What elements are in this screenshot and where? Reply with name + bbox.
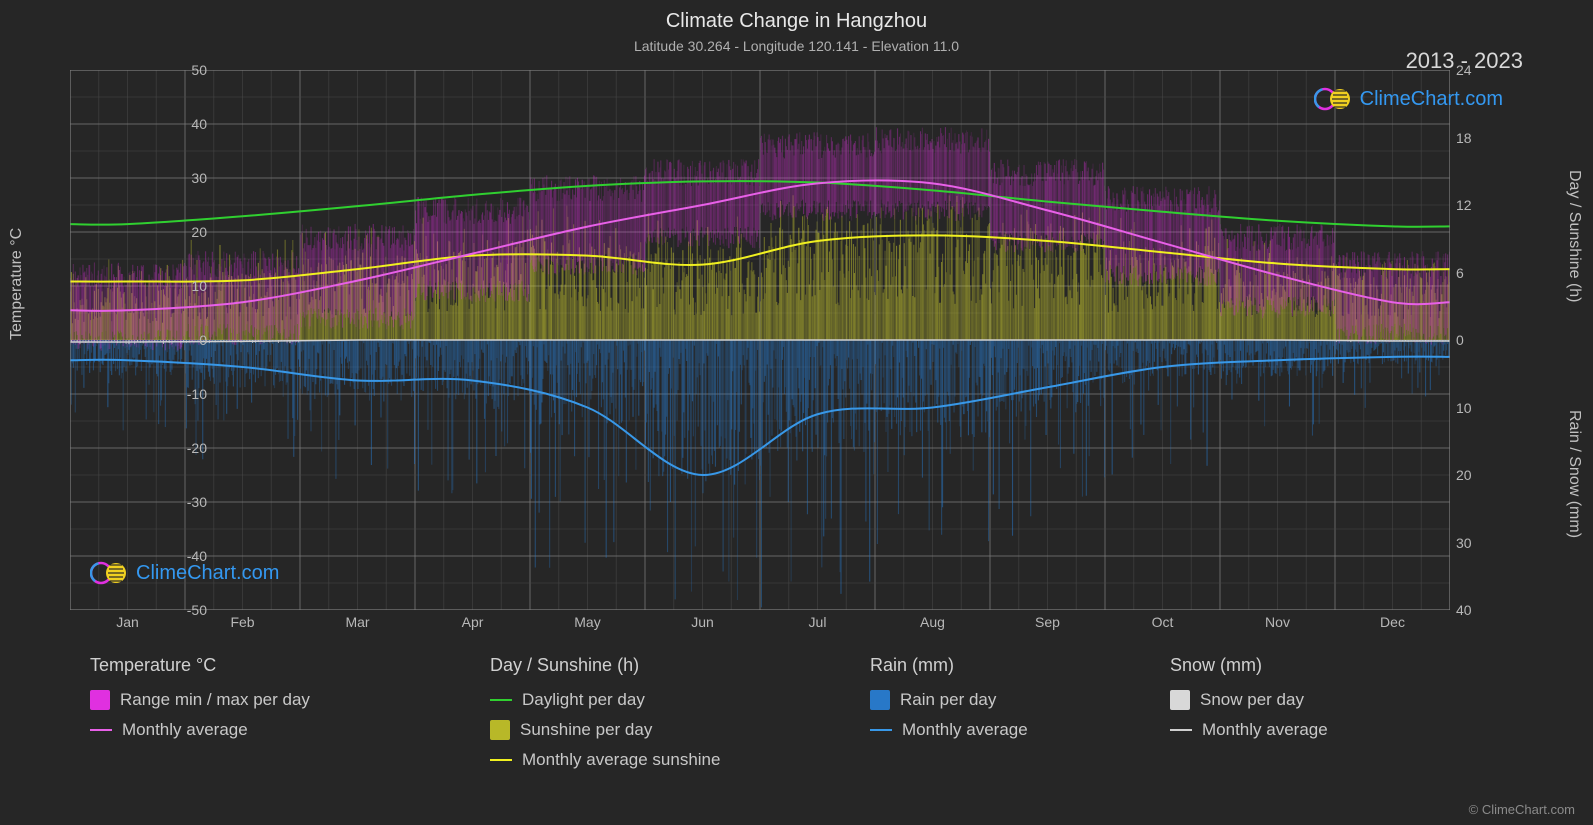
legend-swatch — [490, 699, 512, 701]
x-tick-month: Feb — [230, 614, 254, 630]
x-tick-month: Mar — [345, 614, 369, 630]
y-right-bottom-tick: 20 — [1456, 467, 1472, 483]
y-right-top-tick: 24 — [1456, 62, 1472, 78]
legend-item-label: Monthly average — [122, 720, 248, 740]
legend-column: Day / Sunshine (h) Daylight per day Sunshi… — [490, 655, 870, 770]
legend-swatch — [90, 690, 110, 710]
legend-column: Temperature °C Range min / max per day Mon… — [90, 655, 490, 770]
legend-swatch — [870, 729, 892, 731]
y-left-tick: 30 — [167, 170, 207, 186]
legend-column: Snow (mm) Snow per day Monthly average — [1170, 655, 1470, 770]
y-right-bottom-tick: 10 — [1456, 400, 1472, 416]
legend-swatch — [490, 720, 510, 740]
y-left-tick: 40 — [167, 116, 207, 132]
legend-item: Daylight per day — [490, 690, 870, 710]
x-tick-month: Dec — [1380, 614, 1405, 630]
legend-item: Monthly average sunshine — [490, 750, 870, 770]
brand-text: ClimeChart.com — [1360, 88, 1503, 111]
y-left-tick: 10 — [167, 278, 207, 294]
y-right-bottom-tick: 30 — [1456, 535, 1472, 551]
y-axis-right-top-label: Day / Sunshine (h) — [1565, 170, 1583, 303]
legend-item: Rain per day — [870, 690, 1170, 710]
y-left-tick: -10 — [167, 386, 207, 402]
y-right-top-tick: 12 — [1456, 197, 1472, 213]
logo-icon — [90, 560, 130, 586]
legend-item: Monthly average — [90, 720, 490, 740]
x-tick-month: May — [574, 614, 600, 630]
y-left-tick: -30 — [167, 494, 207, 510]
legend-swatch — [1170, 690, 1190, 710]
legend-item-label: Sunshine per day — [520, 720, 652, 740]
legend-column-title: Snow (mm) — [1170, 655, 1470, 676]
y-left-tick: -20 — [167, 440, 207, 456]
legend-item-label: Daylight per day — [522, 690, 645, 710]
y-left-tick: -50 — [167, 602, 207, 618]
legend-column-title: Rain (mm) — [870, 655, 1170, 676]
legend-swatch — [90, 729, 112, 731]
brand-logo-bottom: ClimeChart.com — [90, 560, 279, 586]
chart-legend: Temperature °C Range min / max per day Mon… — [90, 655, 1510, 770]
y-right-top-tick: 6 — [1456, 265, 1464, 281]
legend-column-title: Day / Sunshine (h) — [490, 655, 870, 676]
legend-column-title: Temperature °C — [90, 655, 490, 676]
legend-item-label: Monthly average — [1202, 720, 1328, 740]
x-tick-month: Sep — [1035, 614, 1060, 630]
brand-logo-top: ClimeChart.com — [1314, 86, 1503, 112]
legend-item-label: Snow per day — [1200, 690, 1304, 710]
y-left-tick: 20 — [167, 224, 207, 240]
legend-column: Rain (mm) Rain per day Monthly average — [870, 655, 1170, 770]
legend-swatch — [490, 759, 512, 761]
x-tick-month: Apr — [462, 614, 484, 630]
y-right-top-tick: 0 — [1456, 332, 1464, 348]
legend-item: Sunshine per day — [490, 720, 870, 740]
brand-text: ClimeChart.com — [136, 562, 279, 585]
y-right-top-tick: 18 — [1456, 130, 1472, 146]
logo-icon — [1314, 86, 1354, 112]
x-tick-month: Oct — [1152, 614, 1174, 630]
legend-swatch — [1170, 729, 1192, 731]
legend-swatch — [870, 690, 890, 710]
x-tick-month: Jan — [116, 614, 139, 630]
y-left-tick: 0 — [167, 332, 207, 348]
y-left-tick: 50 — [167, 62, 207, 78]
x-tick-month: Nov — [1265, 614, 1290, 630]
x-tick-month: Jun — [691, 614, 714, 630]
y-axis-left-label: Temperature °C — [8, 228, 26, 340]
legend-item: Monthly average — [870, 720, 1170, 740]
legend-item: Monthly average — [1170, 720, 1470, 740]
x-tick-month: Aug — [920, 614, 945, 630]
legend-item-label: Range min / max per day — [120, 690, 310, 710]
legend-item-label: Monthly average — [902, 720, 1028, 740]
chart-title: Climate Change in Hangzhou — [666, 10, 927, 33]
legend-item-label: Monthly average sunshine — [522, 750, 720, 770]
chart-plot — [70, 70, 1450, 610]
copyright: © ClimeChart.com — [1469, 802, 1575, 817]
y-right-bottom-tick: 40 — [1456, 602, 1472, 618]
x-tick-month: Jul — [809, 614, 827, 630]
chart-subtitle: Latitude 30.264 - Longitude 120.141 - El… — [634, 38, 959, 54]
climate-chart-container: Climate Change in Hangzhou Latitude 30.2… — [0, 0, 1593, 825]
legend-item: Range min / max per day — [90, 690, 490, 710]
legend-item-label: Rain per day — [900, 690, 996, 710]
legend-item: Snow per day — [1170, 690, 1470, 710]
y-axis-right-bottom-label: Rain / Snow (mm) — [1565, 410, 1583, 538]
